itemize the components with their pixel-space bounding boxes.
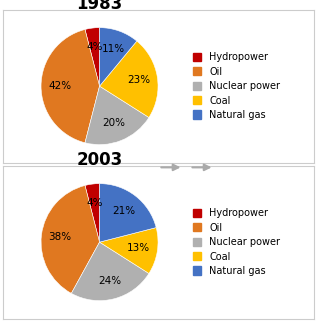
Wedge shape: [100, 227, 158, 273]
Text: 38%: 38%: [49, 232, 72, 242]
Wedge shape: [85, 184, 100, 242]
Wedge shape: [41, 30, 100, 143]
Wedge shape: [100, 184, 156, 242]
Text: 4%: 4%: [86, 42, 103, 52]
Wedge shape: [41, 186, 100, 293]
Title: 2003: 2003: [76, 151, 123, 169]
Wedge shape: [85, 28, 100, 86]
Text: 11%: 11%: [101, 44, 125, 54]
Wedge shape: [85, 86, 149, 145]
Wedge shape: [71, 242, 149, 301]
Text: 20%: 20%: [103, 118, 126, 128]
Text: 4%: 4%: [86, 198, 103, 208]
Wedge shape: [100, 28, 137, 86]
Legend: Hydropower, Oil, Nuclear power, Coal, Natural gas: Hydropower, Oil, Nuclear power, Coal, Na…: [192, 51, 281, 121]
Text: 21%: 21%: [112, 206, 135, 216]
Text: 13%: 13%: [127, 243, 150, 254]
Text: 42%: 42%: [48, 81, 71, 91]
Text: 24%: 24%: [98, 276, 121, 286]
Wedge shape: [100, 41, 158, 117]
Legend: Hydropower, Oil, Nuclear power, Coal, Natural gas: Hydropower, Oil, Nuclear power, Coal, Na…: [192, 207, 281, 277]
Title: 1983: 1983: [76, 0, 123, 13]
Text: 23%: 23%: [127, 75, 150, 85]
